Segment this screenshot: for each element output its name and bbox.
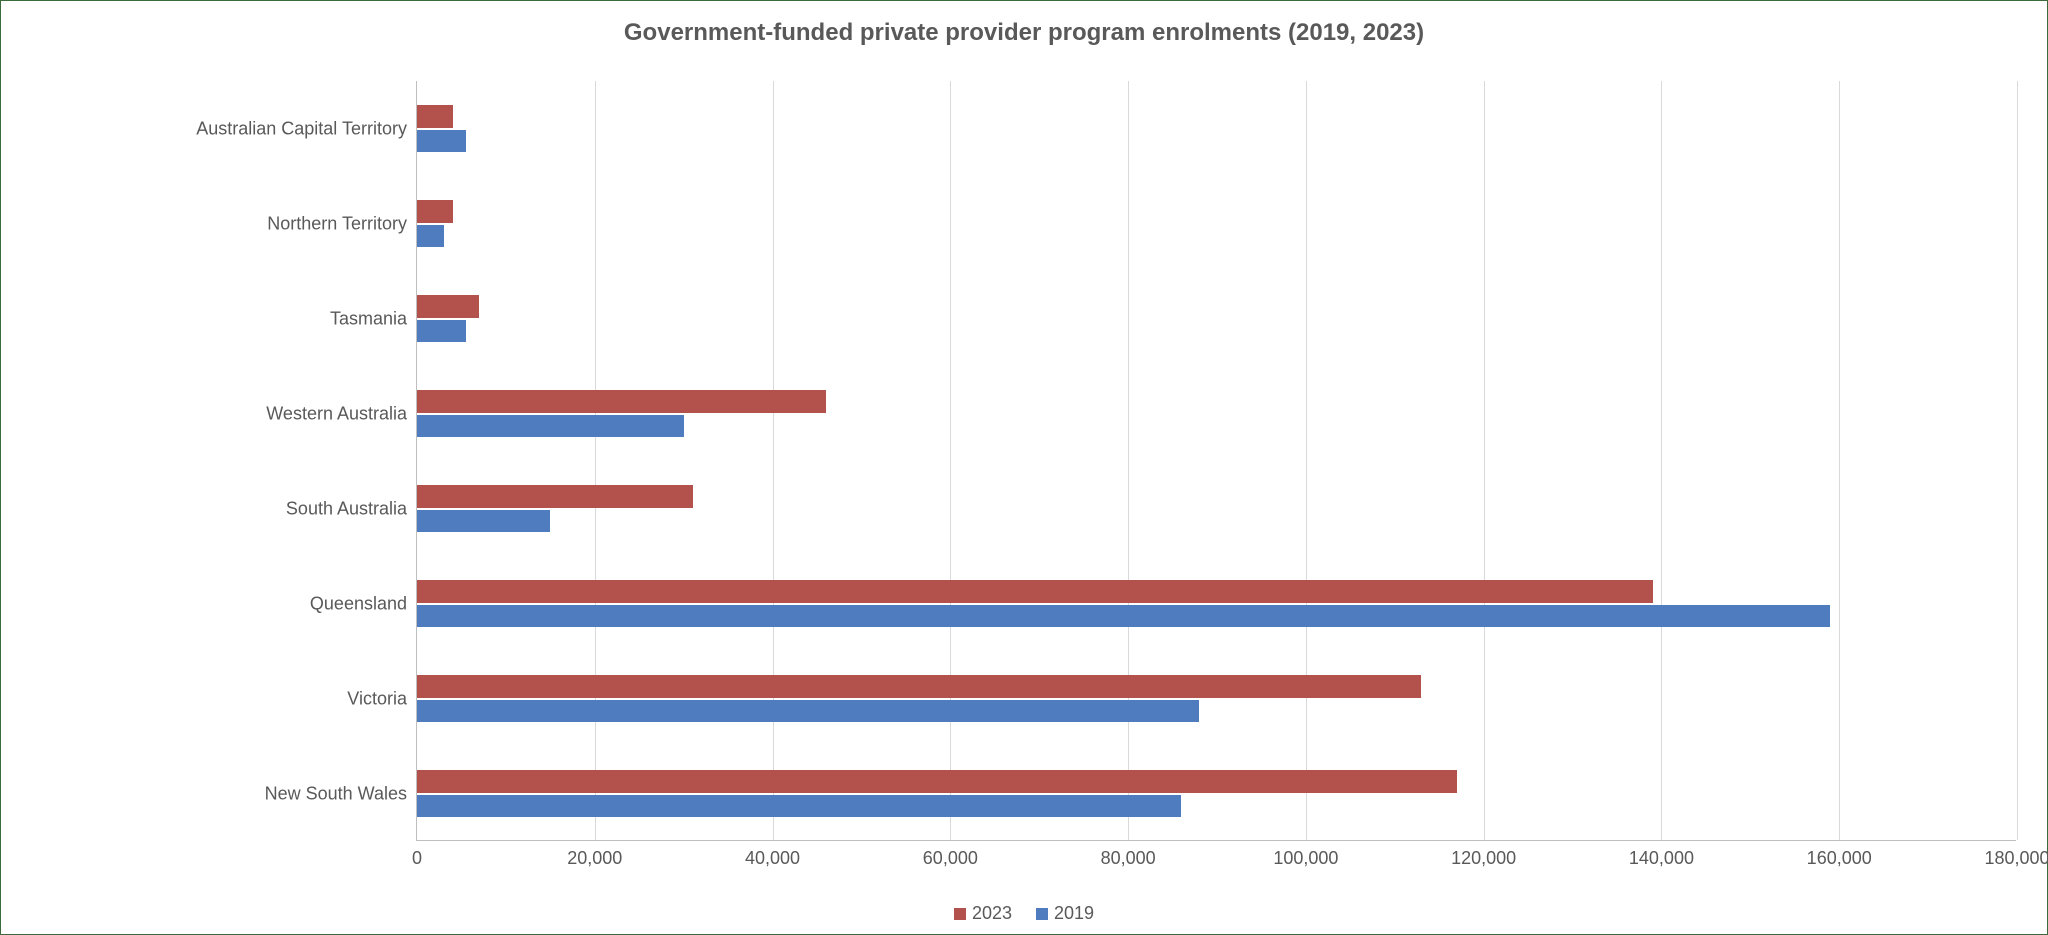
x-tick-label: 0 — [412, 840, 422, 869]
y-category-label: Western Australia — [266, 403, 417, 424]
x-tick-label: 40,000 — [745, 840, 800, 869]
bar-2019 — [417, 795, 1181, 818]
gridline — [773, 81, 774, 840]
gridline — [1484, 81, 1485, 840]
bar-2023 — [417, 485, 693, 508]
y-category-label: South Australia — [286, 498, 417, 519]
gridline — [1839, 81, 1840, 840]
bar-2019 — [417, 225, 444, 248]
x-tick-label: 20,000 — [567, 840, 622, 869]
x-tick-label: 100,000 — [1273, 840, 1338, 869]
gridline — [2017, 81, 2018, 840]
bar-2023 — [417, 390, 826, 413]
gridline — [1306, 81, 1307, 840]
legend-swatch — [954, 908, 966, 920]
gridline — [950, 81, 951, 840]
bar-2019 — [417, 510, 550, 533]
x-tick-label: 140,000 — [1629, 840, 1694, 869]
bar-2023 — [417, 200, 453, 223]
y-category-label: Australian Capital Territory — [196, 118, 417, 139]
chart-container: Government-funded private provider progr… — [0, 0, 2048, 935]
legend-swatch — [1036, 908, 1048, 920]
bar-2019 — [417, 320, 466, 343]
chart-title: Government-funded private provider progr… — [1, 19, 2047, 47]
gridline — [595, 81, 596, 840]
legend-item: 2023 — [954, 903, 1012, 924]
bar-2023 — [417, 580, 1653, 603]
x-tick-label: 160,000 — [1807, 840, 1872, 869]
x-tick-label: 120,000 — [1451, 840, 1516, 869]
y-category-label: New South Wales — [265, 783, 417, 804]
bar-2019 — [417, 700, 1199, 723]
bar-2023 — [417, 105, 453, 128]
plot-area: 020,00040,00060,00080,000100,000120,0001… — [416, 81, 2016, 841]
legend-label: 2023 — [972, 903, 1012, 924]
y-category-label: Northern Territory — [267, 213, 417, 234]
y-category-label: Queensland — [310, 593, 417, 614]
gridline — [1661, 81, 1662, 840]
y-category-label: Victoria — [347, 688, 417, 709]
legend-item: 2019 — [1036, 903, 1094, 924]
bar-2023 — [417, 770, 1457, 793]
x-tick-label: 180,000 — [1984, 840, 2048, 869]
bar-2019 — [417, 415, 684, 438]
legend-label: 2019 — [1054, 903, 1094, 924]
legend: 2023 2019 — [1, 903, 2047, 924]
y-category-label: Tasmania — [330, 308, 417, 329]
bar-2023 — [417, 675, 1421, 698]
bar-2023 — [417, 295, 479, 318]
bar-2019 — [417, 130, 466, 153]
bar-2019 — [417, 605, 1830, 628]
gridline — [1128, 81, 1129, 840]
x-tick-label: 80,000 — [1101, 840, 1156, 869]
x-tick-label: 60,000 — [923, 840, 978, 869]
